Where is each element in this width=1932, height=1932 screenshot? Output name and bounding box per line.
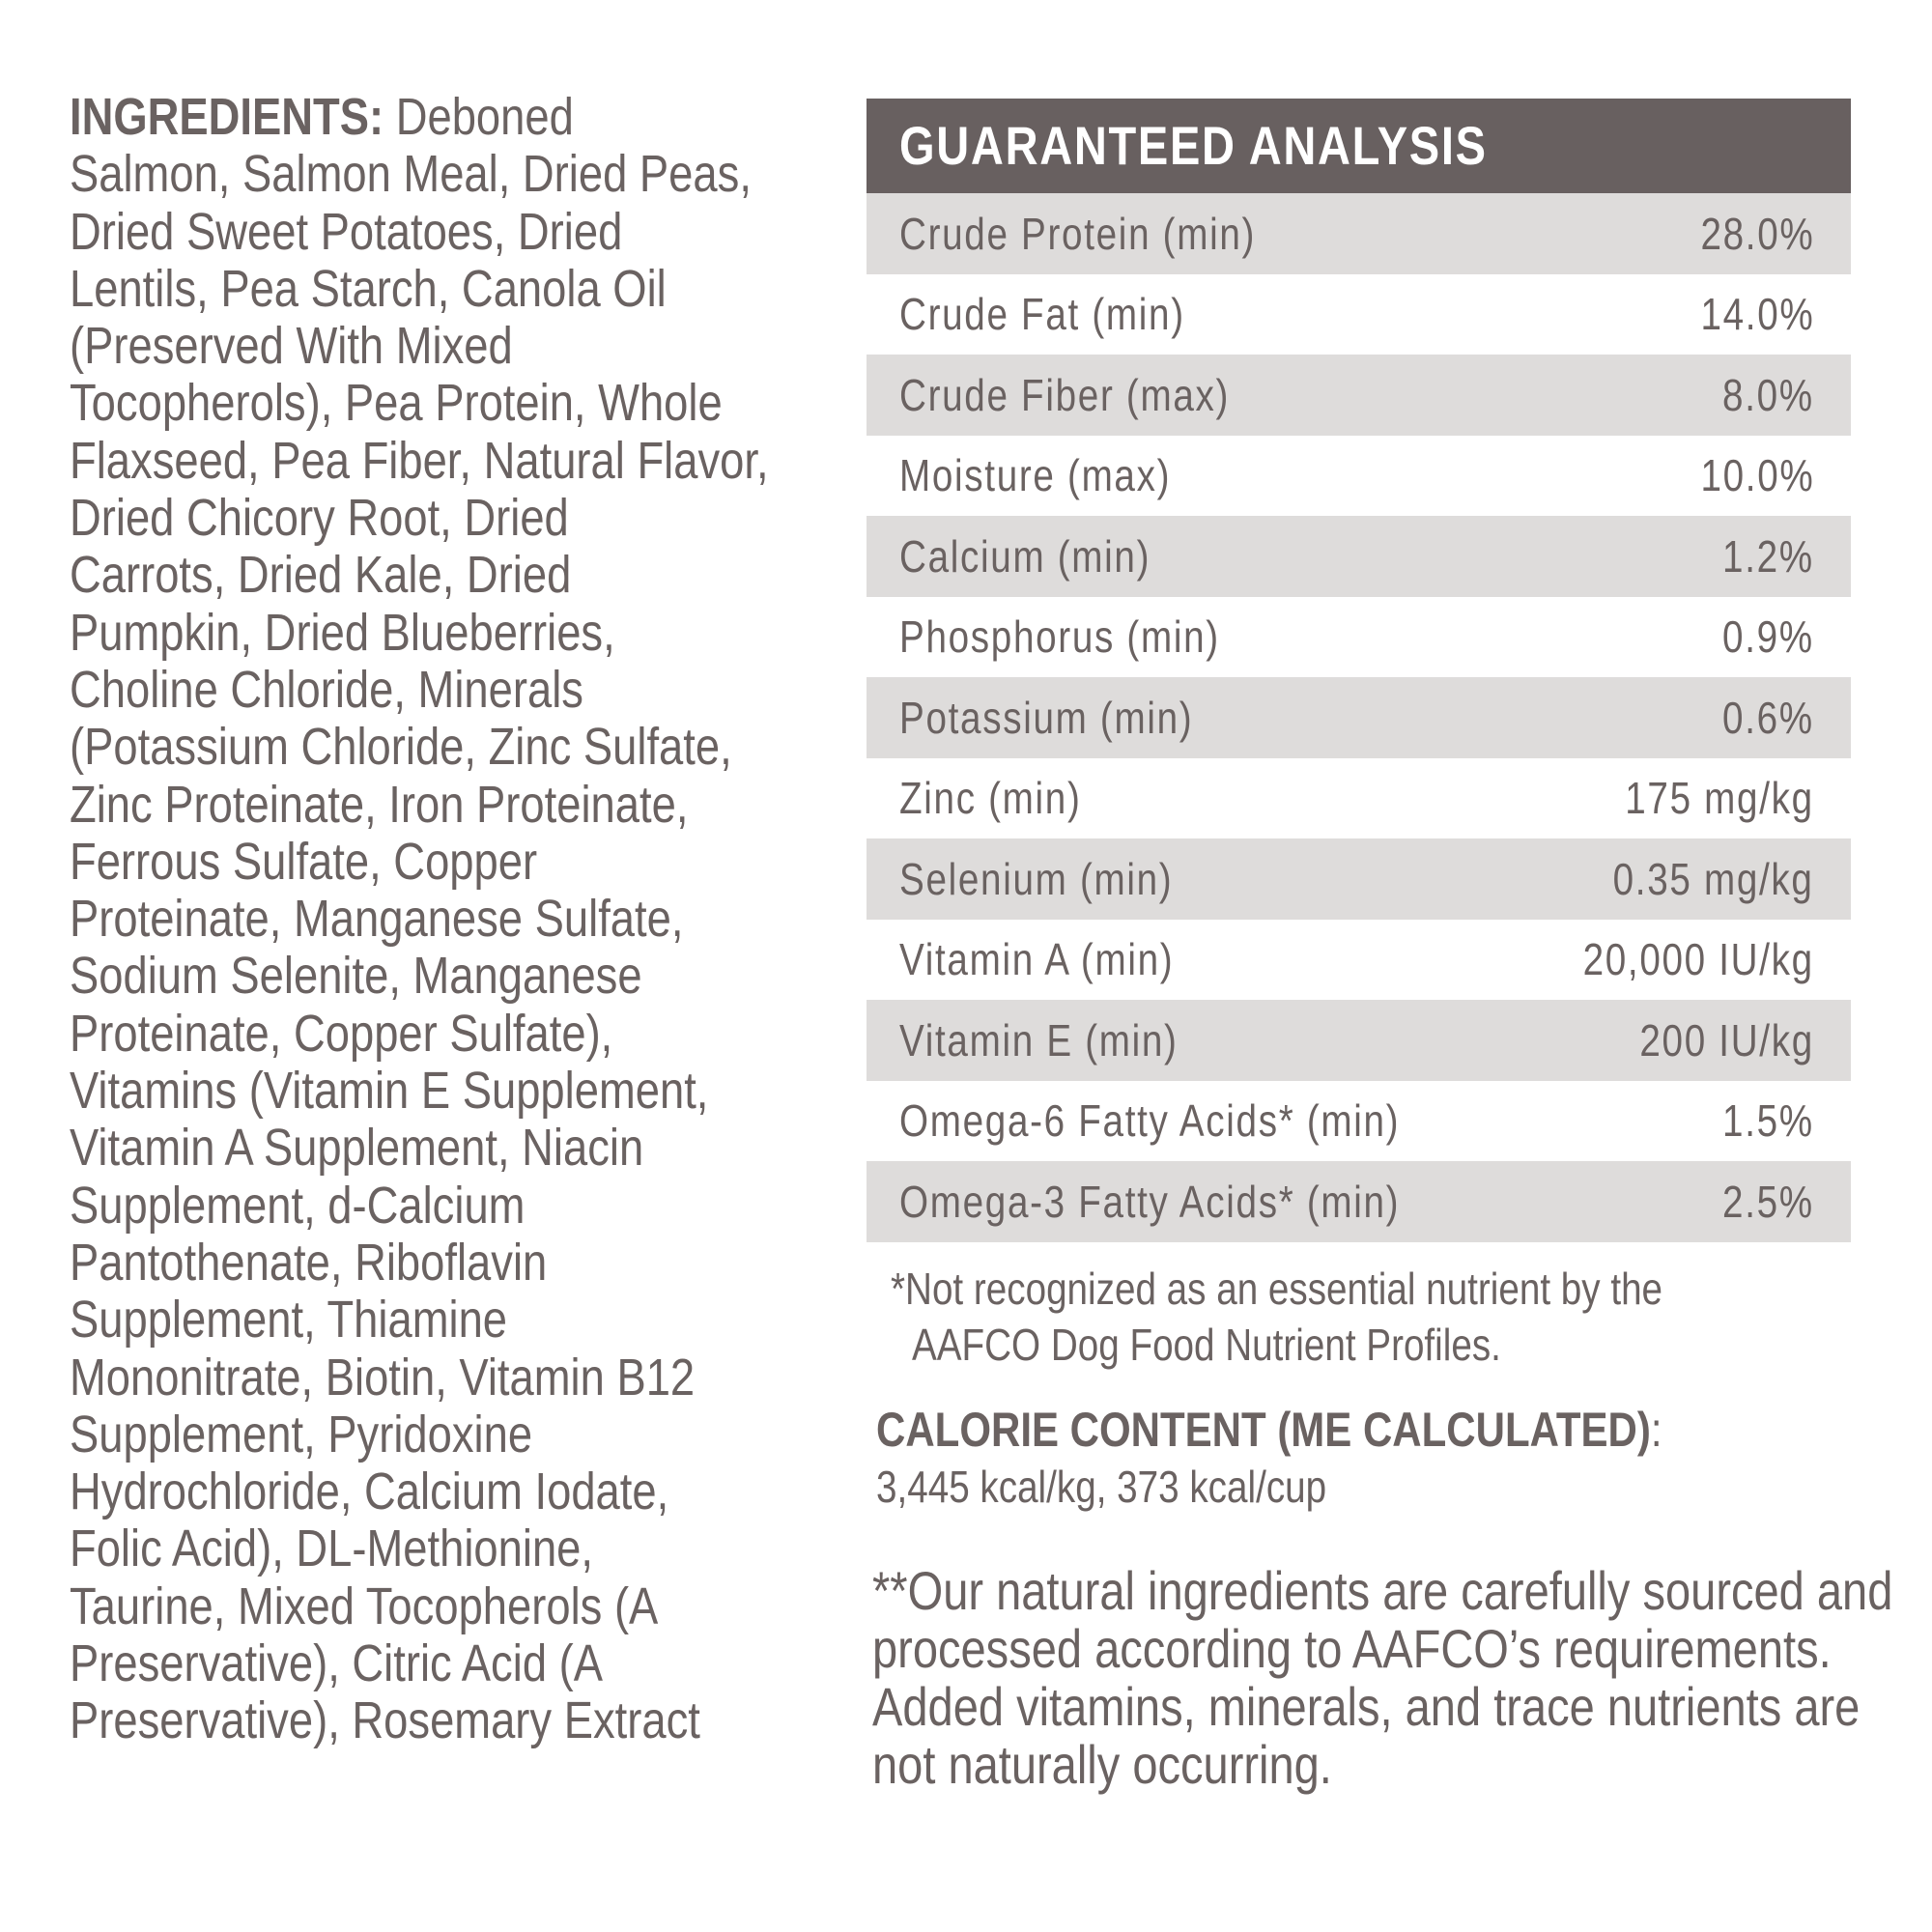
guaranteed-analysis-title: GUARANTEED ANALYSIS bbox=[867, 99, 1851, 193]
nutrient-value: 20,000 IU/kg bbox=[1582, 934, 1814, 985]
ingredients-line: Supplement, Thiamine bbox=[70, 1291, 508, 1350]
ingredients-line: Lentils, Pea Starch, Canola Oil bbox=[70, 259, 667, 318]
nutrient-label: Calcium (min) bbox=[899, 530, 1151, 582]
ingredients-line: Choline Chloride, Minerals bbox=[70, 660, 583, 719]
ingredients-line: Mononitrate, Biotin, Vitamin B12 bbox=[70, 1348, 696, 1406]
nutrient-value: 0.6% bbox=[1722, 692, 1814, 743]
nutrient-label: Potassium (min) bbox=[899, 692, 1194, 743]
ingredients-line: Pumpkin, Dried Blueberries, bbox=[70, 603, 615, 662]
note-line: **Our natural ingredients are carefully … bbox=[872, 1560, 1893, 1621]
analysis-row: Crude Protein (min) 28.0% bbox=[867, 193, 1851, 274]
nutrient-label: Crude Protein (min) bbox=[899, 208, 1257, 259]
ingredients-line: Sodium Selenite, Manganese bbox=[70, 947, 642, 1006]
ingredients-line: Supplement, Pyridoxine bbox=[70, 1405, 533, 1463]
nutrient-value: 10.0% bbox=[1700, 450, 1814, 501]
ingredients-line: Taurine, Mixed Tocopherols (A bbox=[70, 1577, 659, 1635]
ingredients-line: Hydrochloride, Calcium Iodate, bbox=[70, 1463, 669, 1521]
ingredients-line: Vitamin A Supplement, Niacin bbox=[70, 1119, 644, 1178]
nutrient-value: 200 IU/kg bbox=[1639, 1014, 1814, 1065]
analysis-row: Zinc (min) 175 mg/kg bbox=[867, 758, 1851, 839]
guaranteed-analysis-table: GUARANTEED ANALYSIS Crude Protein (min) 2… bbox=[867, 99, 1851, 1242]
ingredients-line: Flaxseed, Pea Fiber, Natural Flavor, bbox=[70, 431, 769, 490]
nutrient-label: Phosphorus (min) bbox=[899, 611, 1220, 663]
calorie-value: 3,445 kcal/kg, 373 kcal/cup bbox=[876, 1462, 1327, 1512]
ingredients-line: Ferrous Sulfate, Copper bbox=[70, 832, 538, 891]
nutrient-label: Selenium (min) bbox=[899, 853, 1174, 904]
nutrient-value: 2.5% bbox=[1722, 1176, 1814, 1227]
analysis-row: Phosphorus (min) 0.9% bbox=[867, 597, 1851, 678]
nutrient-value: 175 mg/kg bbox=[1625, 773, 1814, 824]
note-line: processed according to AAFCO’s requireme… bbox=[872, 1618, 1832, 1679]
ingredients-line: Dried Sweet Potatoes, Dried bbox=[70, 202, 623, 261]
nutrient-label: Crude Fat (min) bbox=[899, 289, 1185, 340]
analysis-row: Potassium (min) 0.6% bbox=[867, 677, 1851, 758]
ingredients-line: Proteinate, Manganese Sulfate, bbox=[70, 890, 684, 949]
note-line: Added vitamins, minerals, and trace nutr… bbox=[872, 1676, 1861, 1737]
nutrient-value: 0.35 mg/kg bbox=[1613, 853, 1814, 904]
analysis-row: Crude Fiber (max) 8.0% bbox=[867, 355, 1851, 436]
nutrient-value: 0.9% bbox=[1722, 611, 1814, 663]
nutrient-label: Vitamin A (min) bbox=[899, 934, 1175, 985]
note-line: not naturally occurring. bbox=[872, 1734, 1332, 1795]
analysis-row: Omega-3 Fatty Acids* (min) 2.5% bbox=[867, 1161, 1851, 1242]
nutrient-value: 1.2% bbox=[1722, 530, 1814, 582]
analysis-row: Selenium (min) 0.35 mg/kg bbox=[867, 838, 1851, 920]
ingredients-line: Pantothenate, Riboflavin bbox=[70, 1233, 548, 1292]
nutrient-label: Zinc (min) bbox=[899, 773, 1082, 824]
ingredients-line: Salmon, Salmon Meal, Dried Peas, bbox=[70, 145, 752, 204]
nutrient-label: Moisture (max) bbox=[899, 450, 1172, 501]
nutrient-label: Omega-6 Fatty Acids* (min) bbox=[899, 1095, 1401, 1147]
nutrient-label: Omega-3 Fatty Acids* (min) bbox=[899, 1176, 1401, 1227]
ingredients-line: Preservative), Citric Acid (A bbox=[70, 1634, 604, 1693]
ingredients-line: Preservative), Rosemary Extract bbox=[70, 1691, 700, 1750]
ingredients-line: Supplement, d-Calcium bbox=[70, 1176, 526, 1235]
ingredients-line: Proteinate, Copper Sulfate), bbox=[70, 1004, 613, 1063]
ingredients-line: Folic Acid), DL-Methionine, bbox=[70, 1520, 594, 1578]
nutrient-value: 8.0% bbox=[1722, 369, 1814, 420]
ingredients-line: INGREDIENTS: Deboned bbox=[70, 88, 574, 146]
ingredients-title: INGREDIENTS: bbox=[70, 88, 384, 146]
ingredients-line: Dried Chicory Root, Dried bbox=[70, 489, 569, 548]
calorie-content: CALORIE CONTENT (ME CALCULATED): 3,445 k… bbox=[876, 1401, 1811, 1515]
nutrient-label: Vitamin E (min) bbox=[899, 1014, 1179, 1065]
nutrient-value: 28.0% bbox=[1700, 208, 1814, 259]
analysis-row: Calcium (min) 1.2% bbox=[867, 516, 1851, 597]
ingredients-line: (Potassium Chloride, Zinc Sulfate, bbox=[70, 718, 732, 777]
ingredients-line: (Preserved With Mixed bbox=[70, 317, 513, 376]
ingredients-line: Vitamins (Vitamin E Supplement, bbox=[70, 1062, 709, 1121]
analysis-row: Crude Fat (min) 14.0% bbox=[867, 274, 1851, 355]
nutrient-value: 14.0% bbox=[1700, 289, 1814, 340]
sourcing-note: **Our natural ingredients are carefully … bbox=[872, 1562, 1932, 1794]
ingredients-list: INGREDIENTS: Deboned Salmon, Salmon Meal… bbox=[70, 88, 804, 1750]
ingredients-line: Tocopherols), Pea Protein, Whole bbox=[70, 374, 723, 433]
analysis-row: Vitamin A (min) 20,000 IU/kg bbox=[867, 920, 1851, 1001]
analysis-row: Omega-6 Fatty Acids* (min) 1.5% bbox=[867, 1081, 1851, 1162]
nutrient-label: Crude Fiber (max) bbox=[899, 369, 1231, 420]
analysis-row: Moisture (max) 10.0% bbox=[867, 436, 1851, 517]
ingredients-line: Carrots, Dried Kale, Dried bbox=[70, 546, 572, 605]
nutrient-value: 1.5% bbox=[1722, 1095, 1814, 1147]
analysis-row: Vitamin E (min) 200 IU/kg bbox=[867, 1000, 1851, 1081]
analysis-footnote: *Not recognized as an essential nutrient… bbox=[891, 1264, 1663, 1370]
calorie-title: CALORIE CONTENT (ME CALCULATED) bbox=[876, 1403, 1651, 1457]
ingredients-line: Zinc Proteinate, Iron Proteinate, bbox=[70, 775, 689, 834]
